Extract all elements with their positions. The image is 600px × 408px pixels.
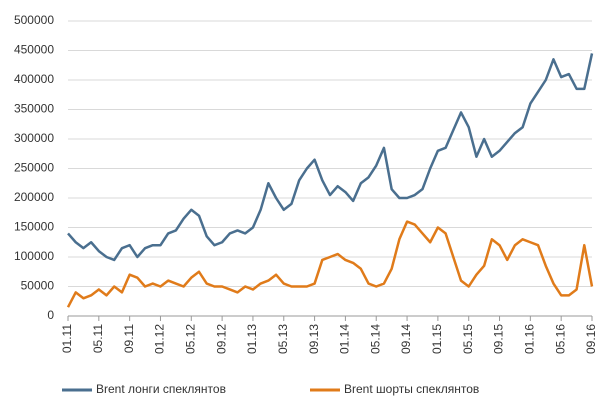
x-tick-label: 09.15 [492, 324, 506, 354]
x-tick-label: 09.13 [307, 324, 321, 354]
y-tick-label: 300000 [14, 131, 54, 145]
series-line [66, 220, 594, 308]
x-tick-label: 09.11 [122, 324, 136, 353]
x-tick-label: 05.13 [276, 324, 290, 354]
y-tick-label: 100000 [14, 249, 54, 263]
y-tick-label: 0 [47, 308, 54, 322]
y-tick-label: 50000 [21, 279, 55, 293]
y-tick-label: 450000 [14, 43, 54, 57]
x-tick-label: 09.14 [399, 324, 413, 354]
x-tick-label: 05.16 [553, 324, 567, 354]
y-tick-label: 400000 [14, 72, 54, 86]
x-tick-label: 09.12 [214, 324, 228, 354]
x-tick-label: 09.16 [584, 324, 598, 354]
x-tick-label: 01.14 [338, 324, 352, 354]
y-tick-label: 350000 [14, 102, 54, 116]
x-tick-label: 01.13 [245, 324, 259, 354]
x-tick-label: 05.11 [91, 324, 105, 353]
y-tick-label: 200000 [14, 190, 54, 204]
legend-label: Brent шорты спеклянтов [344, 382, 479, 396]
x-tick-label: 01.11 [60, 324, 74, 353]
y-tick-label: 500000 [14, 13, 54, 27]
x-tick-label: 01.16 [523, 324, 537, 354]
x-tick-label: 01.15 [430, 324, 444, 354]
x-tick-label: 05.12 [183, 324, 197, 354]
x-tick-label: 05.15 [461, 324, 475, 354]
y-tick-label: 150000 [14, 220, 54, 234]
legend-label: Brent лонги спеклянтов [96, 382, 226, 396]
x-tick-label: 01.12 [153, 324, 167, 354]
y-tick-label: 250000 [14, 161, 54, 175]
x-tick-label: 05.14 [368, 324, 382, 354]
series-line [67, 53, 594, 262]
